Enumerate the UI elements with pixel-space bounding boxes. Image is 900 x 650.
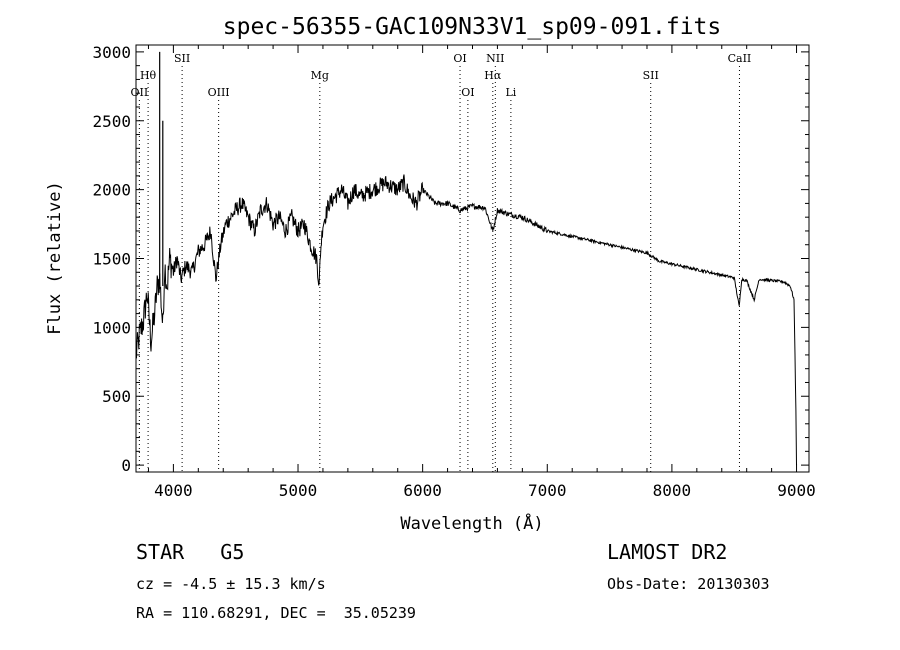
axis-ticks: 4000 5000 6000 7000 8000 9000 0 500 1000 1500 2000… [92,43,815,500]
line-label: OI [453,52,466,65]
x-tick-label: 7000 [528,481,567,500]
x-tick-label: 6000 [403,481,442,500]
x-axis-label: Wavelength (Å) [400,512,543,534]
y-tick-label: 2000 [92,181,131,200]
y-tick-label: 1000 [92,318,131,337]
line-label: NII [486,52,504,65]
line-label: CaII [728,52,752,65]
line-label: Hθ [140,69,157,82]
x-tick-label: 5000 [279,481,318,500]
chart-title: spec-56355-GAC109N33V1_sp09-091.fits [223,14,722,40]
x-tick-label: 9000 [777,481,816,500]
y-tick-label: 1500 [92,250,131,269]
spectrum-line [135,174,797,466]
spectrum-series [135,51,797,466]
ra-dec: RA = 110.68291, DEC = 35.05239 [136,604,416,622]
x-tick-label: 4000 [154,481,193,500]
line-label: SII [643,69,659,82]
y-axis-label: Flux (relative) [45,181,65,335]
line-label: Li [505,86,516,99]
line-label: Hα [484,69,502,82]
object-class: STAR G5 [136,540,245,564]
y-tick-label: 0 [121,456,131,475]
y-tick-label: 3000 [92,43,131,62]
line-label: OII [131,86,149,99]
line-label: Mg [311,69,329,82]
survey-name: LAMOST DR2 [607,540,728,564]
y-tick-label: 2500 [92,112,131,131]
plot-frame [135,44,810,473]
redshift-cz: cz = -4.5 ± 15.3 km/s [136,575,326,593]
x-tick-label: 8000 [653,481,692,500]
obs-date: Obs-Date: 20130303 [607,575,770,593]
line-label: OI [461,86,474,99]
line-label: SII [174,52,190,65]
line-label: OIII [208,86,230,99]
y-tick-label: 500 [102,387,131,406]
